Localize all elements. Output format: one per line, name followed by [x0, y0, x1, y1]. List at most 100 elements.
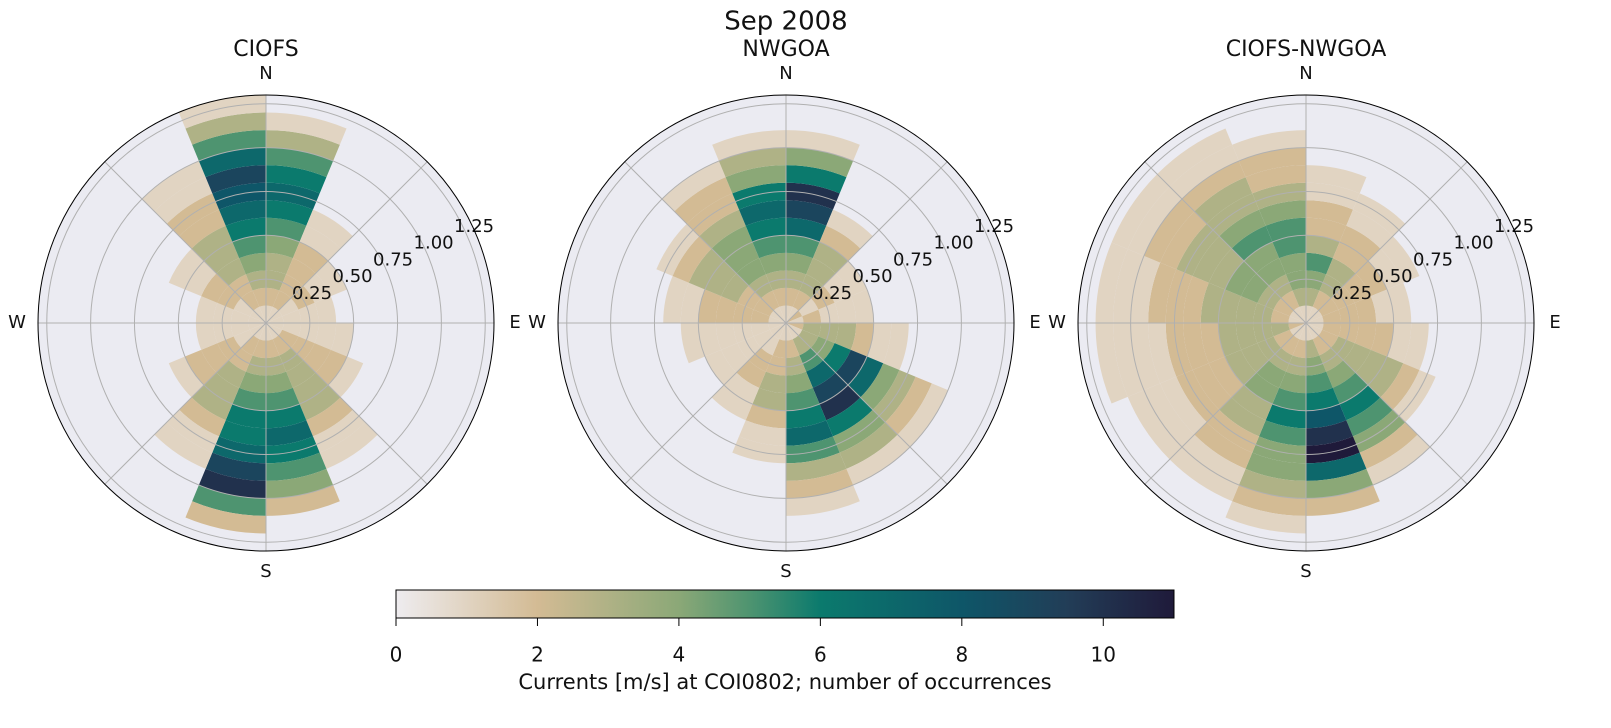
histogram-cell: [786, 323, 803, 336]
histogram-cell: [799, 274, 824, 299]
histogram-cell: [278, 298, 299, 317]
histogram-cell: [1387, 282, 1412, 323]
histogram-cell: [1200, 282, 1225, 323]
histogram-cell: [225, 217, 266, 242]
histogram-cell: [1354, 323, 1377, 350]
histogram-cell: [1257, 285, 1282, 310]
histogram-cell: [266, 235, 300, 259]
histogram-cell: [1243, 241, 1280, 274]
histogram-cell: [1272, 235, 1306, 259]
histogram-cell: [1403, 323, 1429, 370]
histogram-cell: [761, 335, 780, 356]
histogram-cell: [1319, 347, 1344, 372]
histogram-cell: [736, 258, 766, 286]
histogram-cell: [773, 306, 786, 323]
histogram-cell: [1268, 347, 1293, 372]
histogram-cell: [205, 452, 266, 481]
histogram-cell: [212, 182, 266, 210]
histogram-cell: [1157, 128, 1233, 187]
histogram-cell: [1370, 323, 1394, 357]
histogram-cell: [826, 209, 873, 249]
histogram-cell: [266, 404, 307, 429]
histogram-cell: [266, 371, 293, 394]
histogram-cell: [1176, 369, 1220, 423]
histogram-cell: [1293, 306, 1306, 323]
histogram-cell: [1200, 323, 1225, 364]
histogram-cell: [1208, 356, 1244, 398]
histogram-cell: [248, 316, 266, 323]
histogram-cell: [178, 95, 266, 129]
histogram-cell: [1306, 306, 1319, 323]
histogram-cell: [1359, 422, 1418, 469]
histogram-cell: [737, 285, 762, 310]
histogram-cell: [1292, 287, 1306, 307]
histogram-cell: [1165, 323, 1193, 377]
histogram-cell: [1256, 360, 1286, 388]
histogram-cell: [786, 306, 799, 323]
histogram-cell: [1256, 258, 1286, 286]
histogram-cell: [1113, 323, 1144, 397]
histogram-cell: [141, 160, 206, 212]
histogram-cell: [1355, 349, 1388, 386]
histogram-cell: [1165, 269, 1193, 323]
histogram-cell: [272, 290, 291, 311]
histogram-cell: [802, 309, 822, 323]
histogram-cell: [1306, 371, 1333, 394]
histogram-cell: [195, 323, 218, 350]
histogram-cell: [1289, 323, 1306, 336]
histogram-cell: [239, 252, 266, 275]
histogram-cell: [786, 323, 804, 330]
histogram-cell: [1224, 260, 1257, 297]
histogram-cell: [292, 372, 329, 405]
theta-grid-line: [624, 161, 787, 324]
histogram-cell: [266, 130, 340, 161]
histogram-cell: [773, 323, 786, 340]
histogram-cell: [1245, 452, 1306, 481]
histogram-cell: [232, 387, 266, 411]
histogram-cell: [192, 485, 266, 516]
histogram-cell: [1355, 260, 1388, 297]
histogram-cell: [1245, 165, 1306, 194]
histogram-cell: [792, 290, 811, 311]
histogram-cell: [219, 200, 266, 226]
histogram-cell: [835, 260, 868, 297]
histogram-cell: [672, 236, 712, 283]
histogram-cell: [1299, 305, 1306, 323]
histogram-cell: [303, 343, 331, 373]
histogram-cell: [1183, 276, 1209, 323]
histogram-cell: [1265, 217, 1306, 242]
colorbar-tick-label: 10: [1091, 643, 1116, 667]
histogram-cell: [1306, 217, 1347, 242]
histogram-cell: [230, 323, 250, 337]
histogram-cell: [279, 274, 304, 299]
histogram-cell: [768, 316, 786, 323]
histogram-cell: [232, 235, 266, 259]
histogram-cell: [1268, 274, 1293, 299]
histogram-cell: [1127, 186, 1182, 256]
histogram-cell: [1169, 447, 1239, 502]
histogram-cell: [266, 252, 293, 275]
histogram-cell: [233, 298, 254, 317]
histogram-cell: [1218, 289, 1242, 323]
histogram-cell: [228, 274, 253, 299]
theta-tick-label: S: [1300, 561, 1311, 582]
histogram-cell: [1332, 372, 1369, 405]
histogram-cell: [1339, 225, 1381, 261]
histogram-cell: [278, 329, 299, 348]
histogram-cell: [253, 323, 266, 340]
histogram-cell: [1279, 371, 1306, 394]
histogram-cell: [314, 296, 337, 323]
histogram-cell: [1272, 387, 1306, 411]
histogram-cell: [1293, 323, 1306, 340]
histogram-cell: [290, 336, 315, 361]
histogram-cell: [1111, 174, 1170, 250]
theta-grid-line: [104, 322, 267, 485]
theta-grid-line: [265, 322, 428, 485]
histogram-cell: [1392, 369, 1436, 423]
histogram-cell: [826, 397, 873, 437]
histogram-cell: [699, 209, 746, 249]
histogram-cell: [253, 306, 266, 323]
histogram-cell: [1181, 160, 1246, 212]
histogram-cell: [806, 360, 836, 388]
histogram-cell: [737, 336, 762, 361]
